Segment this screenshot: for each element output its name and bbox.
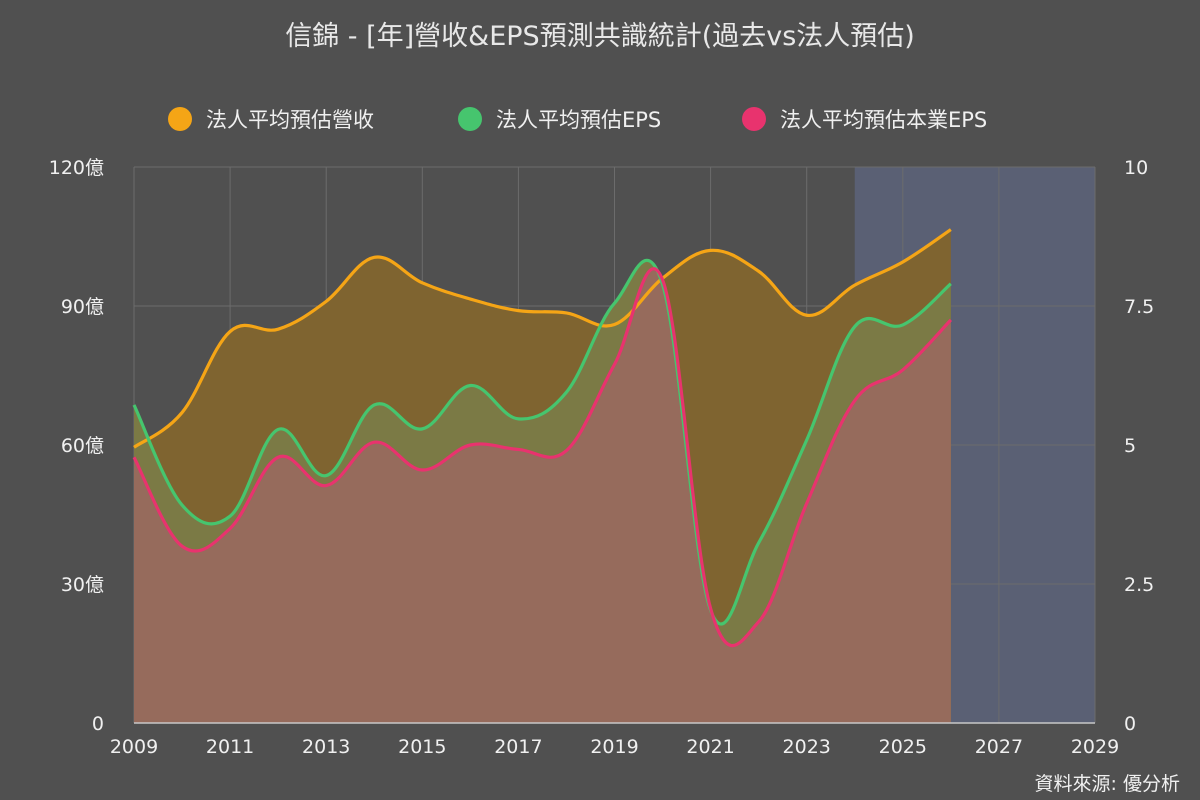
y-left-tick-label: 60億 [61, 435, 104, 457]
legend-label-revenue: 法人平均預估營收 [206, 108, 374, 132]
legend-label-eps: 法人平均預估EPS [496, 108, 662, 132]
x-tick-label: 2025 [879, 736, 927, 758]
y-right-tick-label: 2.5 [1124, 574, 1154, 596]
legend-swatch-revenue [168, 107, 192, 131]
line-revenue [133, 228, 952, 449]
x-tick-label: 2013 [302, 736, 350, 758]
legend-item-revenue[interactable]: 法人平均預估營收 [168, 104, 374, 134]
legend-label-core-eps: 法人平均預估本業EPS [780, 108, 988, 132]
y-right-tick-label: 0 [1124, 713, 1136, 735]
x-tick-label: 2015 [398, 736, 446, 758]
chart-title: 信錦 - [年]營收&EPS預測共識統計(過去vs法人預估) [285, 21, 915, 52]
legend-swatch-core-eps [742, 107, 766, 131]
x-tick-label: 2023 [783, 736, 831, 758]
y-right-tick-label: 10 [1124, 157, 1148, 179]
legend-swatch-eps [458, 107, 482, 131]
y-left-tick-label: 30億 [61, 574, 104, 596]
area-core-eps [134, 268, 951, 723]
y-left-tick-label: 90億 [61, 296, 104, 318]
y-right-tick-label: 7.5 [1124, 296, 1154, 318]
legend-item-core-eps[interactable]: 法人平均預估本業EPS [742, 104, 987, 134]
x-tick-label: 2009 [110, 736, 158, 758]
legend-item-eps[interactable]: 法人平均預估EPS [458, 104, 661, 134]
x-tick-label: 2011 [206, 736, 254, 758]
x-tick-label: 2029 [1071, 736, 1119, 758]
y-left-tick-label: 0 [92, 713, 104, 735]
line-eps [132, 258, 952, 626]
y-right-tick-label: 5 [1124, 435, 1136, 457]
source-note: 資料來源: 優分析 [1034, 773, 1180, 795]
legend: 法人平均預估營收 法人平均預估EPS 法人平均預估本業EPS [0, 104, 1200, 134]
x-tick-label: 2019 [590, 736, 638, 758]
x-tick-label: 2021 [686, 736, 734, 758]
x-tick-label: 2027 [975, 736, 1023, 758]
line-core-eps [132, 267, 953, 648]
y-left-tick-label: 120億 [49, 157, 104, 179]
x-tick-label: 2017 [494, 736, 542, 758]
